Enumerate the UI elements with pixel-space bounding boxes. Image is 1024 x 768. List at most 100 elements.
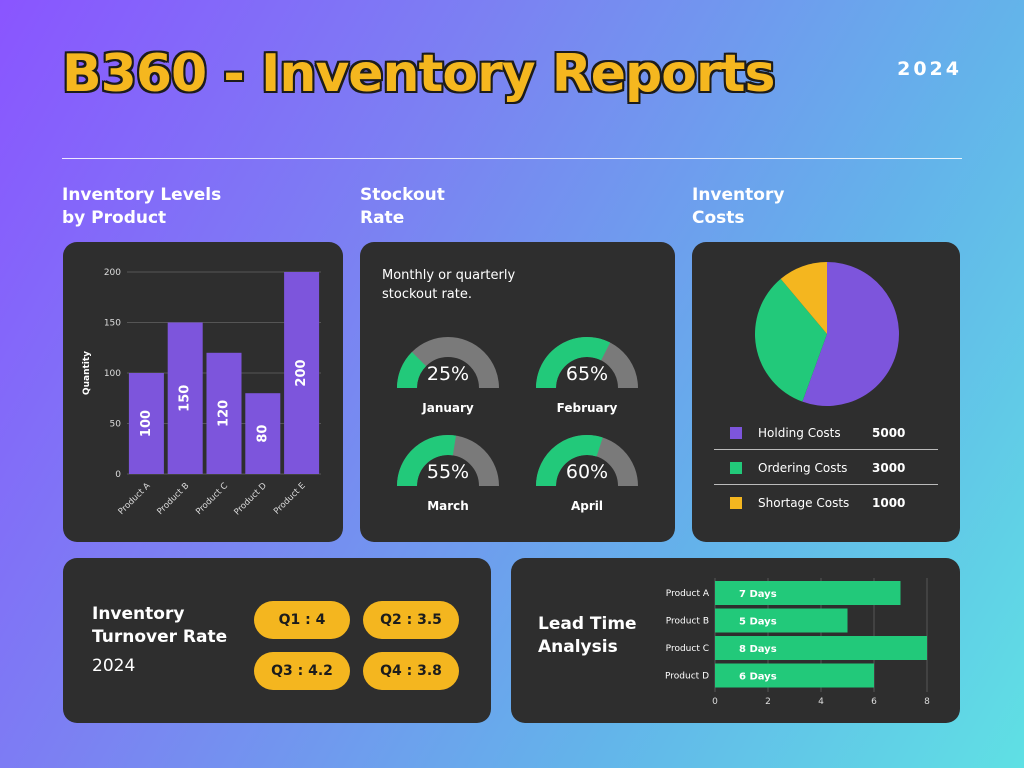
turnover-year: 2024 — [92, 656, 136, 676]
legend-value: 1000 — [872, 496, 906, 510]
bar-value-label: 200 — [294, 359, 309, 386]
bar — [715, 636, 927, 660]
y-tick-label: Product A — [666, 589, 710, 599]
turnover-title-line2: Turnover Rate — [92, 627, 228, 647]
y-tick-label: 100 — [104, 369, 121, 379]
lead-time-chart: 0 2 4 6 8 7 Days Product A 5 Days Product B 8 Day… — [665, 578, 930, 707]
gauge-percent: 55% — [426, 461, 470, 483]
legend-swatch — [730, 497, 742, 509]
costs-section-title-line1: Inventory — [692, 185, 785, 205]
legend-swatch — [730, 426, 742, 439]
gauge-month-label: March — [427, 499, 469, 513]
lead-time-card: Lead Time Analysis 0 2 4 6 8 7 Days Product A 5… — [511, 558, 960, 723]
y-tick-label: 200 — [104, 268, 121, 278]
bar — [715, 608, 848, 633]
x-tick-label: Product B — [155, 481, 191, 517]
legend-value: 3000 — [872, 460, 906, 475]
y-axis-label: Quantity — [82, 351, 92, 395]
bar — [128, 373, 164, 474]
y-tick-label: 0 — [115, 470, 121, 480]
legend-label: Shortage Costs — [758, 496, 850, 510]
stockout-description: Monthly or quarterly stockout rate. — [382, 266, 515, 304]
turnover-card: Inventory Turnover Rate 2024 Q1 : 4 Q2 : … — [63, 558, 491, 723]
y-tick-label: Product C — [666, 644, 709, 654]
gauge-fill — [536, 435, 603, 487]
lead-time-title: Lead Time Analysis — [538, 613, 637, 659]
gauge-month-label: April — [570, 499, 604, 513]
x-tick-label: 2 — [765, 697, 771, 707]
gauge-percent: 65% — [565, 363, 609, 385]
x-tick-label: 8 — [924, 697, 930, 707]
x-tick-label: 4 — [818, 697, 824, 707]
x-tick-label: Product A — [117, 481, 153, 517]
stockout-card: Monthly or quarterly stockout rate. 25% J… — [360, 242, 675, 542]
levels-section-title-line2: by Product — [62, 208, 167, 228]
bar-value-label: 6 Days — [739, 672, 777, 683]
bar-value-label: 80 — [255, 425, 270, 443]
page-title: B360 - Inventory Reports — [62, 44, 775, 104]
stockout-gauges — [397, 337, 638, 487]
y-tick-label: 50 — [110, 420, 122, 430]
y-tick-label: 150 — [104, 319, 121, 329]
turnover-pill: Q1 : 4 — [254, 601, 350, 639]
turnover-title: Inventory Turnover Rate — [92, 603, 227, 649]
bar — [284, 272, 320, 474]
y-tick-label: Product D — [665, 672, 709, 682]
bar-value-label: 5 Days — [739, 617, 777, 628]
legend-row: Ordering Costs 3000 — [714, 451, 938, 485]
bar-value-label: 100 — [139, 410, 154, 437]
turnover-pill: Q2 : 3.5 — [363, 601, 459, 639]
bar — [715, 581, 901, 605]
pie-slice — [755, 278, 827, 402]
gauge-month-label: January — [422, 401, 474, 415]
legend-value: 5000 — [872, 425, 906, 440]
legend-row: Shortage Costs 1000 — [714, 486, 938, 520]
levels-section-title: Inventory Levels by Product — [62, 184, 221, 230]
stockout-section-title-line1: Stockout — [360, 185, 445, 205]
lead-time-title-line2: Analysis — [538, 637, 618, 657]
bar — [245, 393, 281, 474]
turnover-pill: Q4 : 3.8 — [363, 652, 459, 690]
bar-value-label: 7 Days — [739, 589, 777, 600]
x-tick-label: Product E — [272, 481, 308, 517]
x-tick-label: 6 — [871, 697, 877, 707]
legend-swatch — [730, 461, 742, 474]
bar-value-label: 150 — [178, 385, 193, 412]
x-tick-label: Product C — [194, 481, 230, 517]
levels-section-title-line1: Inventory Levels — [62, 185, 222, 205]
bar — [206, 352, 242, 474]
gauge-fill — [397, 435, 456, 487]
legend-label: Ordering Costs — [758, 460, 848, 475]
pie-slice — [802, 262, 899, 406]
report-year: 2024 — [897, 58, 962, 80]
bar — [715, 663, 874, 688]
bar-value-label: 120 — [217, 400, 232, 427]
y-tick-label: Product B — [666, 617, 709, 627]
turnover-title-line1: Inventory — [92, 604, 185, 624]
legend-row: Holding Costs 5000 — [714, 416, 938, 450]
turnover-pill: Q3 : 4.2 — [254, 652, 350, 690]
header-divider — [62, 158, 962, 159]
inventory-costs-card: Holding Costs 5000 Ordering Costs 3000 Short… — [692, 242, 960, 542]
stockout-section-title: Stockout Rate — [360, 184, 445, 230]
stockout-description-line2: stockout rate. — [382, 287, 472, 302]
inventory-levels-chart: 0 50 100 150 200 Quantity 100 Product A 150 Produ… — [82, 268, 321, 518]
stockout-description-line1: Monthly or quarterly — [382, 268, 516, 283]
bar-value-label: 8 Days — [739, 644, 777, 655]
gauge-percent: 25% — [426, 363, 470, 385]
costs-section-title-line2: Costs — [692, 208, 745, 228]
lead-time-title-line1: Lead Time — [538, 614, 637, 634]
x-tick-label: 0 — [712, 697, 718, 707]
gauge-fill — [397, 351, 427, 389]
x-tick-label: Product D — [232, 481, 269, 518]
gauge-month-label: February — [556, 401, 618, 415]
bar — [167, 322, 203, 474]
costs-pie-chart — [755, 262, 899, 406]
stockout-section-title-line2: Rate — [360, 208, 405, 228]
legend-label: Holding Costs — [758, 425, 841, 440]
gauge-fill — [536, 337, 611, 389]
pie-slice — [780, 262, 827, 334]
inventory-levels-card: 0 50 100 150 200 Quantity 100 Product A 150 Produ… — [63, 242, 343, 542]
costs-section-title: Inventory Costs — [692, 184, 784, 230]
gauge-percent: 60% — [565, 461, 609, 483]
